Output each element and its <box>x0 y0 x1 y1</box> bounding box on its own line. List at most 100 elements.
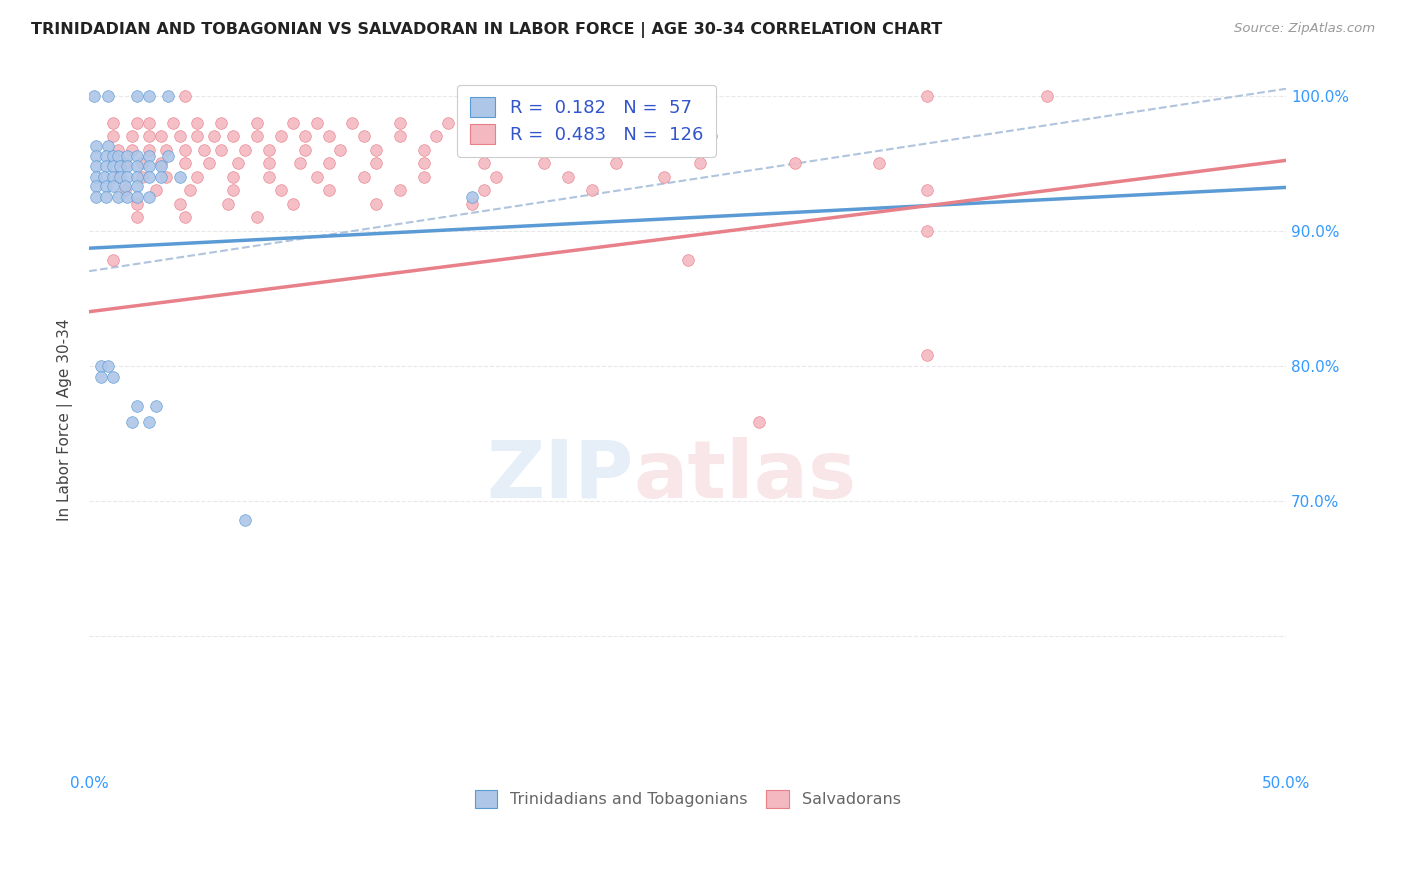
Point <box>389 115 412 129</box>
Point <box>125 399 148 413</box>
Point <box>689 156 711 170</box>
Point <box>353 129 375 144</box>
Point <box>605 156 627 170</box>
Point <box>461 196 484 211</box>
Point <box>138 416 160 430</box>
Point <box>149 156 172 170</box>
Point <box>174 156 197 170</box>
Point <box>496 115 519 129</box>
Point <box>169 169 191 184</box>
Point <box>110 159 132 173</box>
Point <box>652 169 675 184</box>
Point <box>509 129 531 144</box>
Point <box>557 129 579 144</box>
Point <box>202 129 225 144</box>
Point <box>101 179 124 194</box>
Point <box>117 190 139 204</box>
Point <box>107 149 129 163</box>
Point <box>174 88 197 103</box>
Point <box>125 196 148 211</box>
Point <box>437 115 460 129</box>
Point <box>472 183 495 197</box>
Point <box>305 115 328 129</box>
Point <box>114 183 136 197</box>
Point <box>222 169 245 184</box>
Point <box>138 129 160 144</box>
Point <box>125 169 148 184</box>
Point <box>169 129 191 144</box>
Point <box>94 179 117 194</box>
Point <box>155 143 177 157</box>
Point <box>121 143 143 157</box>
Text: atlas: atlas <box>634 437 856 515</box>
Point <box>270 183 292 197</box>
Point <box>318 156 340 170</box>
Point <box>581 143 603 157</box>
Point <box>117 169 139 184</box>
Point <box>246 129 269 144</box>
Point <box>138 115 160 129</box>
Point <box>125 190 148 204</box>
Point <box>179 183 201 197</box>
Point <box>198 156 221 170</box>
Point <box>138 88 160 103</box>
Point <box>138 143 160 157</box>
Legend: Trinidadians and Tobagonians, Salvadorans: Trinidadians and Tobagonians, Salvadoran… <box>467 782 908 816</box>
Point <box>145 399 167 413</box>
Point <box>366 196 388 211</box>
Point <box>461 143 484 157</box>
Point <box>342 115 364 129</box>
Point <box>329 143 352 157</box>
Point <box>413 156 436 170</box>
Point <box>107 190 129 204</box>
Point <box>121 129 143 144</box>
Point <box>101 129 124 144</box>
Point <box>413 143 436 157</box>
Point <box>149 129 172 144</box>
Point <box>472 156 495 170</box>
Point <box>107 169 129 184</box>
Point <box>628 129 651 144</box>
Point <box>138 159 160 173</box>
Point <box>353 169 375 184</box>
Point <box>226 156 249 170</box>
Point <box>222 183 245 197</box>
Point <box>222 129 245 144</box>
Point <box>101 369 124 384</box>
Point <box>246 115 269 129</box>
Point <box>581 183 603 197</box>
Point <box>114 156 136 170</box>
Point <box>389 129 412 144</box>
Point <box>86 190 108 204</box>
Point <box>86 159 108 173</box>
Point <box>125 179 148 194</box>
Point <box>281 115 304 129</box>
Point <box>186 115 208 129</box>
Point <box>149 159 172 173</box>
Point <box>94 159 117 173</box>
Point <box>915 348 938 362</box>
Point <box>413 169 436 184</box>
Point <box>86 138 108 153</box>
Point <box>97 359 120 373</box>
Point <box>186 129 208 144</box>
Point <box>86 149 108 163</box>
Point <box>138 190 160 204</box>
Point <box>86 179 108 194</box>
Y-axis label: In Labor Force | Age 30-34: In Labor Force | Age 30-34 <box>58 318 73 521</box>
Point <box>485 169 508 184</box>
Point <box>748 416 770 430</box>
Point <box>93 169 115 184</box>
Point <box>233 513 256 527</box>
Point <box>868 156 890 170</box>
Point <box>131 169 153 184</box>
Point <box>270 129 292 144</box>
Point <box>162 115 184 129</box>
Point <box>125 210 148 224</box>
Point <box>138 169 160 184</box>
Point <box>83 88 105 103</box>
Point <box>217 196 239 211</box>
Point <box>86 169 108 184</box>
Point <box>131 156 153 170</box>
Point <box>294 129 316 144</box>
